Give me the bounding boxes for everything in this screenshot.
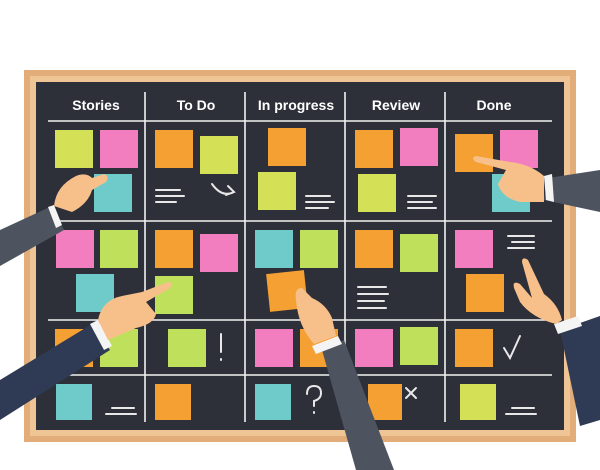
sticky-note xyxy=(455,329,493,367)
sticky-note xyxy=(355,130,393,168)
sleeve xyxy=(544,170,600,212)
hands xyxy=(0,156,600,470)
sticky-note xyxy=(355,230,393,268)
sticky-note xyxy=(368,384,402,420)
chalk-arrow xyxy=(211,183,236,196)
sticky-note xyxy=(55,130,93,168)
sticky-note xyxy=(400,234,438,272)
sticky-note xyxy=(155,384,191,420)
sleeve xyxy=(0,206,64,266)
sticky-note xyxy=(358,174,396,212)
sticky-note xyxy=(258,172,296,210)
cuff xyxy=(544,174,554,202)
sticky-note xyxy=(155,276,193,314)
sticky-note xyxy=(155,130,193,168)
sticky-note xyxy=(455,230,493,268)
sticky-note xyxy=(56,384,92,420)
chalk-question xyxy=(306,384,323,414)
column-header: In progress xyxy=(258,97,334,113)
sticky-note xyxy=(56,230,94,268)
sticky-note xyxy=(155,230,193,268)
sticky-note xyxy=(255,230,293,268)
chalk-check xyxy=(503,335,521,361)
sticky-note xyxy=(400,128,438,166)
chalk-lines xyxy=(505,407,537,415)
sticky-note xyxy=(466,274,504,312)
sticky-note xyxy=(268,128,306,166)
chalk-lines xyxy=(357,286,389,309)
sticky-note xyxy=(455,134,493,172)
chalk-lines xyxy=(155,189,185,203)
sticky-note xyxy=(200,234,238,272)
sticky-note xyxy=(355,329,393,367)
chalk-lines xyxy=(305,195,335,209)
sleeve xyxy=(560,316,600,426)
grid xyxy=(48,92,552,422)
sticky-note xyxy=(200,136,238,174)
column-header: Review xyxy=(372,97,420,113)
column-header: To Do xyxy=(177,97,216,113)
sleeve xyxy=(322,340,394,470)
chalk-lines xyxy=(105,407,137,415)
chalk-marks xyxy=(105,183,537,415)
sticky-note xyxy=(100,130,138,168)
sticky-note xyxy=(255,329,293,367)
hand xyxy=(98,282,172,340)
hand xyxy=(473,156,544,202)
column-header: Stories xyxy=(72,97,120,113)
hand xyxy=(513,258,562,324)
hand xyxy=(54,174,108,212)
sticky-note xyxy=(460,384,496,420)
sticky-note xyxy=(400,327,438,365)
cuff xyxy=(312,336,342,354)
column-header: Done xyxy=(477,97,512,113)
cuff xyxy=(90,320,112,350)
chalk-cross xyxy=(405,387,417,399)
chalk-lines xyxy=(407,195,437,209)
hand xyxy=(295,288,336,344)
cuff xyxy=(554,316,582,334)
sticky-note xyxy=(255,384,291,420)
chalk-lines xyxy=(507,235,535,249)
sticky-note xyxy=(100,230,138,268)
sticky-note xyxy=(168,329,206,367)
cuff xyxy=(48,205,62,228)
sticky-note xyxy=(300,230,338,268)
sleeve xyxy=(0,324,110,420)
